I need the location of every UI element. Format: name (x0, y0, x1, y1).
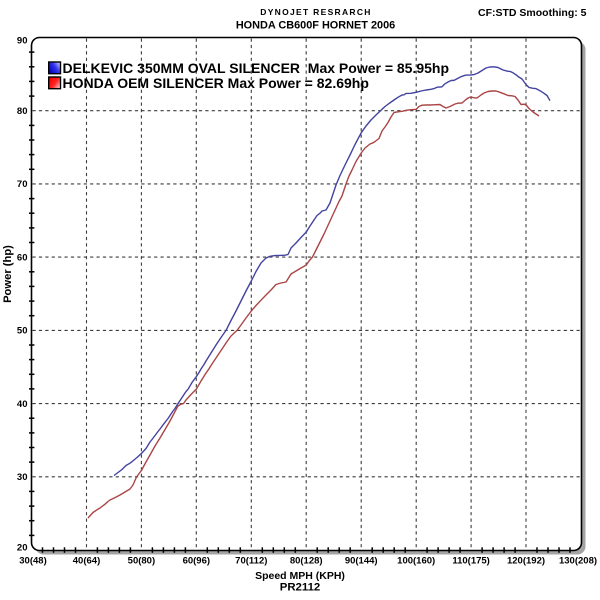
svg-text:Speed MPH (KPH): Speed MPH (KPH) (255, 570, 345, 582)
svg-text:80: 80 (17, 106, 28, 117)
svg-text:CF:STD Smoothing: 5: CF:STD Smoothing: 5 (478, 7, 587, 19)
svg-text:70: 70 (17, 179, 28, 190)
svg-text:30(48): 30(48) (19, 556, 46, 567)
svg-text:100(160): 100(160) (397, 556, 435, 567)
svg-text:130(208): 130(208) (559, 556, 597, 567)
svg-text:HONDA CB600F HORNET 2006: HONDA CB600F HORNET 2006 (236, 20, 395, 32)
svg-text:Power (hp): Power (hp) (2, 245, 14, 303)
svg-text:110(175): 110(175) (452, 556, 490, 567)
svg-text:80(128): 80(128) (290, 556, 323, 567)
svg-text:40(64): 40(64) (73, 556, 100, 567)
svg-text:120(192): 120(192) (507, 556, 545, 567)
svg-text:50(80): 50(80) (128, 556, 155, 567)
svg-text:20: 20 (17, 543, 28, 554)
svg-text:60: 60 (17, 252, 28, 263)
svg-text:70(112): 70(112) (235, 556, 267, 567)
svg-text:90: 90 (17, 36, 28, 47)
svg-text:40: 40 (17, 399, 28, 410)
svg-text:HONDA OEM SILENCER Max Power =: HONDA OEM SILENCER Max Power = 82.69hp (63, 75, 369, 91)
svg-text:DELKEVIC 350MM OVAL SILENCER: DELKEVIC 350MM OVAL SILENCER Max Power =… (63, 60, 450, 76)
svg-text:30: 30 (17, 472, 28, 483)
svg-text:60(96): 60(96) (183, 556, 210, 567)
svg-text:50: 50 (17, 326, 28, 337)
svg-text:PR2112: PR2112 (280, 582, 321, 594)
svg-text:DYNOJET RESRARCH: DYNOJET RESRARCH (260, 7, 371, 17)
svg-text:90(144): 90(144) (345, 556, 378, 567)
